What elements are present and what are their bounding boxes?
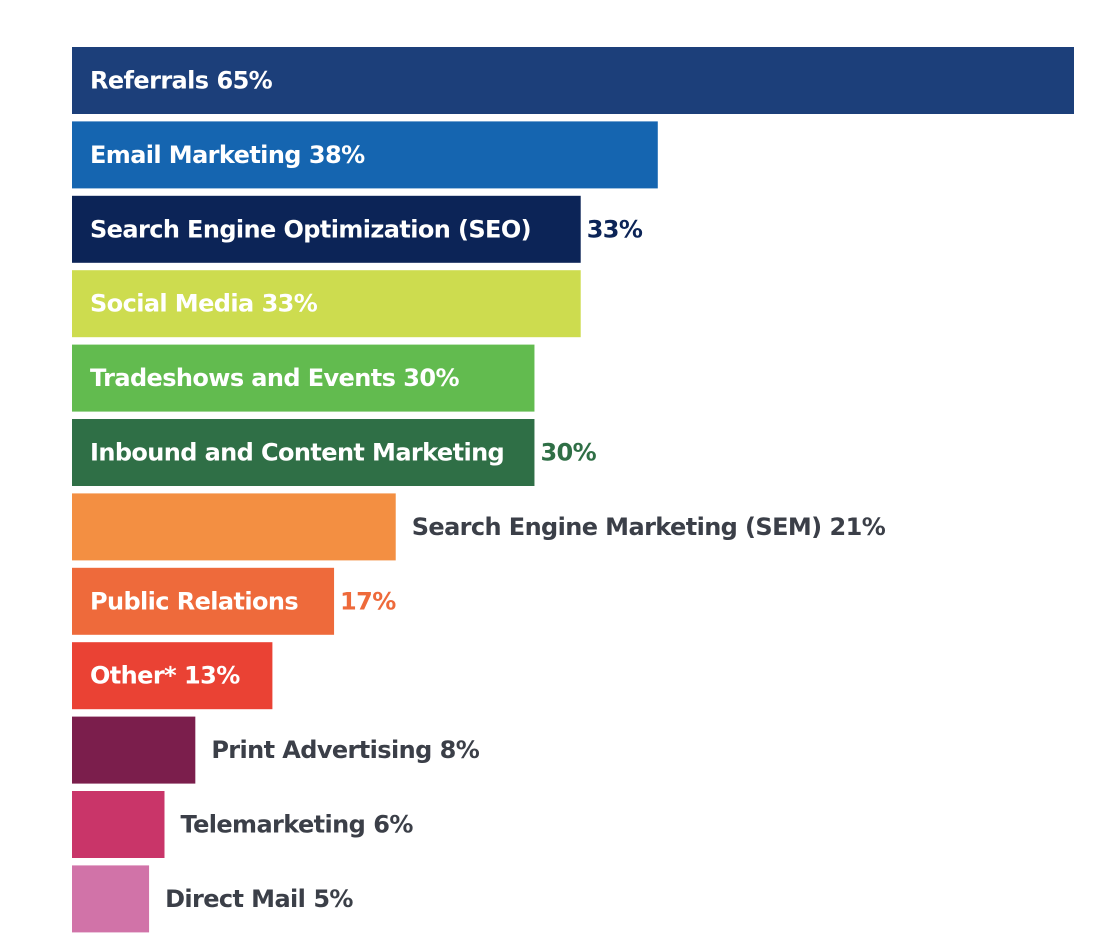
value-label: 30%: [403, 364, 459, 392]
bar: [72, 865, 150, 933]
bar: [72, 195, 581, 263]
category-label: Referrals: [90, 67, 209, 95]
value-label: 65%: [216, 67, 272, 95]
category-label: Inbound and Content Marketing: [90, 439, 504, 467]
category-label: Email Marketing: [90, 141, 301, 169]
value-label: 33%: [262, 290, 318, 318]
category-label: Print Advertising: [211, 736, 431, 764]
bar: [72, 567, 335, 635]
value-label: 6%: [373, 811, 413, 839]
bar: [72, 493, 396, 561]
category-label: Tradeshows and Events: [90, 364, 396, 392]
bar: [72, 791, 165, 858]
value-label: 38%: [309, 141, 365, 169]
category-label: Telemarketing: [180, 811, 365, 839]
value-label: 8%: [440, 736, 480, 764]
value-label: 33%: [587, 215, 643, 243]
value-label: 21%: [830, 513, 886, 541]
category-label: Public Relations: [90, 587, 298, 615]
bar: [72, 47, 1074, 114]
category-label: Search Engine Optimization (SEO): [90, 215, 531, 243]
category-label: Search Engine Marketing (SEM): [412, 513, 822, 541]
bar: [72, 419, 535, 486]
bar: [72, 344, 535, 412]
bar: [72, 716, 196, 784]
category-label: Direct Mail: [165, 885, 305, 913]
category-label: Social Media: [90, 290, 254, 318]
bar: [72, 642, 273, 710]
value-label: 13%: [184, 662, 240, 690]
value-label: 17%: [340, 587, 396, 615]
value-label: 5%: [313, 885, 353, 913]
value-label: 30%: [540, 439, 596, 467]
bar: [72, 270, 581, 338]
bar: [72, 121, 658, 189]
category-label: Other*: [90, 662, 177, 690]
